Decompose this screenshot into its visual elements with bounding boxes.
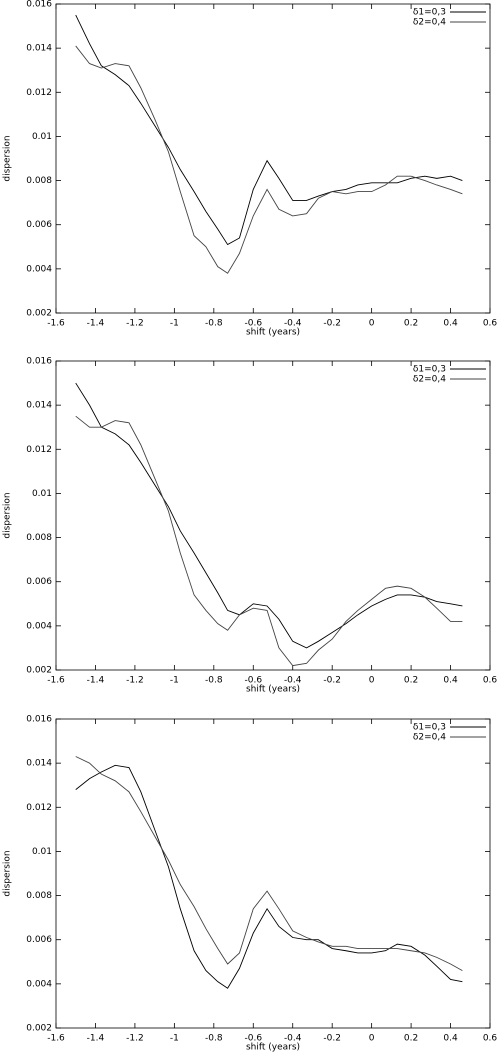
legend-label: δ1=0,3 (413, 365, 446, 375)
x-tick-label: -1.4 (87, 676, 105, 686)
x-tick-label: -0.6 (244, 676, 262, 686)
x-tick-label: 0 (369, 676, 375, 686)
x-tick-label: 0 (369, 1034, 375, 1044)
x-tick-label: 0.4 (443, 319, 458, 329)
y-axis-label: dispersion (3, 492, 13, 538)
y-tick-label: 0.012 (26, 445, 52, 455)
x-tick-label: -0.2 (323, 676, 341, 686)
x-tick-label: 0.6 (483, 676, 498, 686)
x-tick-label: -1.4 (87, 1034, 105, 1044)
y-tick-label: 0.002 (26, 309, 52, 319)
x-tick-label: -1.2 (126, 676, 144, 686)
y-tick-label: 0.004 (26, 264, 52, 274)
plot-frame (55, 360, 491, 671)
data-line (75, 382, 463, 649)
y-tick-label: 0.016 (26, 0, 52, 10)
x-tick-label: -0.6 (244, 1034, 262, 1044)
y-tick-label: 0.008 (26, 533, 52, 543)
x-tick-label: 0.2 (404, 319, 418, 329)
y-tick-label: 0.006 (26, 220, 52, 230)
x-tick-label: -0.8 (205, 319, 223, 329)
legend-label: δ2=0,4 (413, 18, 446, 28)
y-tick-label: 0.008 (26, 176, 52, 186)
data-line (75, 764, 463, 989)
y-tick-label: 0.012 (26, 88, 52, 98)
plot-frame (55, 3, 491, 314)
x-tick-label: -1.2 (126, 319, 144, 329)
legend-label: δ2=0,4 (413, 733, 446, 743)
x-tick-label: 0 (369, 319, 375, 329)
y-axis-label: dispersion (3, 850, 13, 896)
x-tick-label: -1 (170, 319, 179, 329)
x-tick-label: -0.6 (244, 319, 262, 329)
x-tick-label: -1.6 (47, 1034, 65, 1044)
x-tick-label: -1.2 (126, 1034, 144, 1044)
y-tick-label: 0.004 (26, 621, 52, 631)
y-tick-label: 0.002 (26, 1024, 52, 1034)
x-axis-label: shift (years) (246, 1043, 300, 1053)
x-tick-label: 0.6 (483, 1034, 498, 1044)
chart-panel: 0.002 0.004 0.006 0.008 0.01 0.012 0.014 0.016 -… (3, 715, 498, 1053)
x-tick-label: -0.4 (284, 1034, 302, 1044)
x-tick-label: 0.2 (404, 1034, 418, 1044)
x-tick-label: 0.4 (443, 1034, 458, 1044)
data-line (75, 14, 463, 246)
x-tick-label: -0.2 (323, 1034, 341, 1044)
x-tick-label: -1.6 (47, 676, 65, 686)
y-tick-label: 0.014 (26, 401, 52, 411)
x-axis-label: shift (years) (246, 685, 300, 695)
legend-label: δ1=0,3 (413, 8, 446, 18)
y-tick-label: 0.006 (26, 935, 52, 945)
x-tick-label: -0.8 (205, 676, 223, 686)
x-axis-label: shift (years) (246, 328, 300, 338)
y-tick-label: 0.016 (26, 715, 52, 725)
y-tick-label: 0.008 (26, 891, 52, 901)
x-tick-label: -0.4 (284, 676, 302, 686)
y-tick-label: 0.006 (26, 577, 52, 587)
x-tick-label: -1 (170, 1034, 179, 1044)
y-tick-label: 0.012 (26, 803, 52, 813)
y-tick-label: 0.01 (32, 132, 52, 142)
x-tick-label: -0.8 (205, 1034, 223, 1044)
legend-label: δ2=0,4 (413, 375, 446, 385)
data-line (75, 756, 463, 972)
data-line (75, 45, 463, 274)
x-tick-label: 0.2 (404, 676, 418, 686)
x-tick-label: -1.4 (87, 319, 105, 329)
data-line (75, 415, 463, 667)
x-tick-label: 0.4 (443, 676, 458, 686)
y-tick-label: 0.004 (26, 979, 52, 989)
y-tick-label: 0.014 (26, 44, 52, 54)
y-axis-label: dispersion (3, 135, 13, 181)
plot-frame (55, 718, 491, 1029)
x-tick-label: 0.6 (483, 319, 498, 329)
legend-label: δ1=0,3 (413, 723, 446, 733)
x-tick-label: -1 (170, 676, 179, 686)
chart-panel: 0.002 0.004 0.006 0.008 0.01 0.012 0.014 0.016 -… (3, 357, 498, 695)
y-tick-label: 0.016 (26, 357, 52, 367)
y-tick-label: 0.01 (32, 489, 52, 499)
y-tick-label: 0.014 (26, 759, 52, 769)
y-tick-label: 0.01 (32, 847, 52, 857)
y-tick-label: 0.002 (26, 666, 52, 676)
x-tick-label: -1.6 (47, 319, 65, 329)
x-tick-label: -0.2 (323, 319, 341, 329)
x-tick-label: -0.4 (284, 319, 302, 329)
chart-panel: 0.002 0.004 0.006 0.008 0.01 0.012 0.014 0.016 -… (3, 0, 498, 338)
